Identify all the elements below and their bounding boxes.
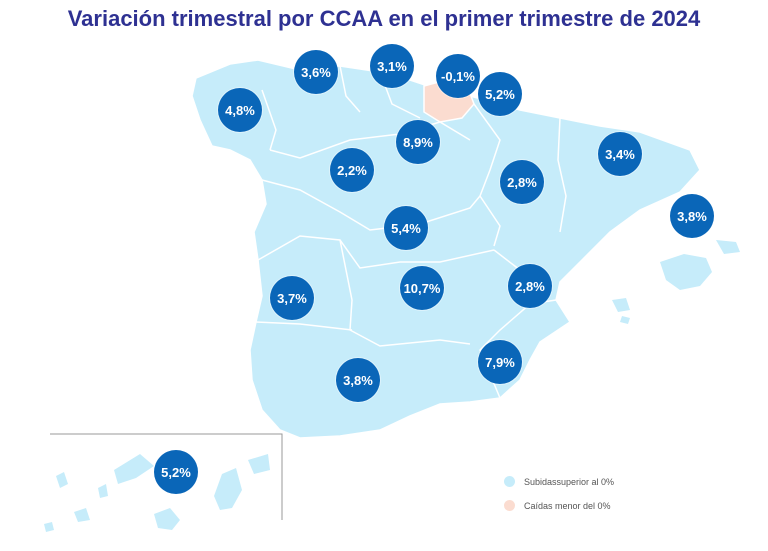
legend-positive: Subidassuperior al 0% [504, 476, 614, 487]
legend-negative-swatch [504, 500, 515, 511]
region-bubble-extremadura: 3,7% [270, 276, 314, 320]
region-bubble-c-valenciana: 2,8% [508, 264, 552, 308]
region-bubble-pa-s-vasco: -0,1% [436, 54, 480, 98]
legend-negative-label: Caídas menor del 0% [524, 500, 611, 511]
baleares [612, 240, 740, 324]
region-bubble-navarra: 5,2% [478, 72, 522, 116]
region-bubble-andaluc-a: 3,8% [336, 358, 380, 402]
region-bubble-canarias: 5,2% [154, 450, 198, 494]
region-bubble-asturias: 3,6% [294, 50, 338, 94]
region-bubble-la-rioja: 8,9% [396, 120, 440, 164]
region-bubble-cantabria: 3,1% [370, 44, 414, 88]
legend-positive-label: Subidassuperior al 0% [524, 476, 615, 487]
canarias-frame [50, 433, 283, 520]
region-bubble-castilla-la-mancha: 10,7% [400, 266, 444, 310]
region-bubble-murcia: 7,9% [478, 340, 522, 384]
region-bubble-islas-baleares: 3,8% [670, 194, 714, 238]
legend-negative: Caídas menor del 0% [504, 500, 611, 511]
region-bubble-castilla-y-le-n: 2,2% [330, 148, 374, 192]
region-bubble-madrid: 5,4% [384, 206, 428, 250]
region-bubble-catalu-a: 3,4% [598, 132, 642, 176]
legend-positive-swatch [504, 476, 515, 487]
region-bubble-galicia: 4,8% [218, 88, 262, 132]
canarias [44, 454, 270, 532]
map-title: Variación trimestral por CCAA en el prim… [67, 6, 701, 31]
region-bubble-arag-n: 2,8% [500, 160, 544, 204]
